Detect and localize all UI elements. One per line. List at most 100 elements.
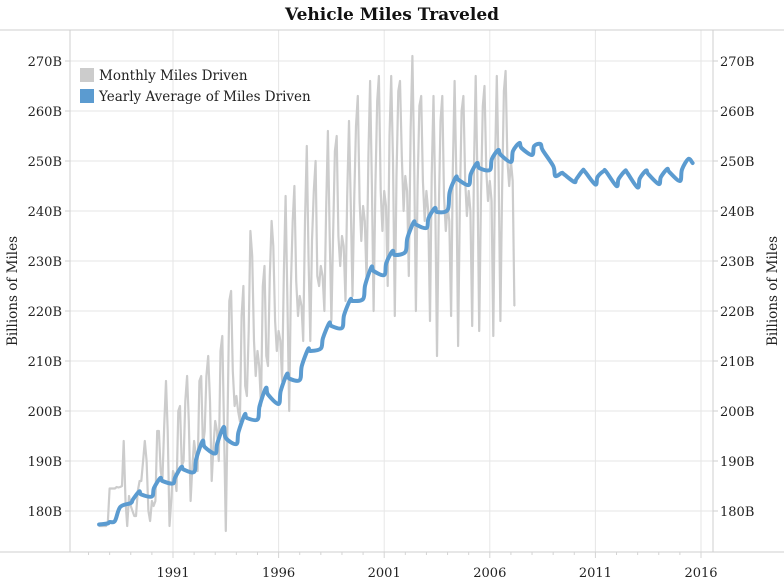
data-point-yearly [575, 178, 578, 180]
data-point-yearly [434, 207, 436, 209]
data-point-yearly [307, 348, 310, 350]
data-point-monthly [483, 85, 486, 87]
data-point-yearly [225, 437, 227, 439]
data-point-monthly [388, 135, 391, 137]
series-line-monthly[interactable] [99, 54, 516, 533]
data-point-monthly [244, 385, 246, 387]
data-point-monthly [128, 495, 130, 497]
y-axis-title-right: Billions of Miles [765, 236, 781, 346]
data-point-monthly [304, 220, 306, 222]
data-point-monthly [235, 395, 237, 397]
data-point-monthly [204, 430, 206, 432]
data-point-monthly [378, 75, 380, 77]
data-point-monthly [172, 470, 174, 472]
data-point-monthly [168, 525, 171, 527]
data-point-monthly [262, 285, 264, 287]
data-point-yearly [668, 171, 671, 173]
legend-swatch-monthly [80, 68, 94, 82]
data-point-monthly [263, 265, 266, 267]
data-point-monthly [381, 230, 383, 232]
data-point-monthly [225, 530, 227, 532]
data-point-yearly [193, 471, 195, 473]
data-point-monthly [278, 330, 280, 332]
data-point-yearly [436, 211, 438, 213]
data-point-monthly [346, 195, 348, 197]
data-point-yearly [370, 266, 373, 268]
data-point-monthly [367, 155, 369, 157]
data-point-monthly [232, 370, 234, 372]
data-point-yearly [660, 176, 662, 178]
data-point-monthly [139, 480, 141, 482]
data-point-yearly [277, 403, 280, 405]
y-tick-label-left: 240B [28, 205, 62, 220]
data-point-monthly [327, 130, 329, 132]
data-point-monthly [329, 230, 331, 232]
data-point-monthly [177, 410, 179, 412]
x-tick-label: 1996 [262, 566, 295, 581]
legend-item-yearly[interactable]: Yearly Average of Miles Driven [80, 89, 311, 105]
data-point-yearly [130, 502, 132, 504]
data-point-yearly [222, 426, 225, 428]
data-point-monthly [184, 400, 186, 402]
data-point-yearly [256, 418, 259, 421]
data-point-monthly [429, 320, 431, 322]
data-point-yearly [309, 350, 312, 352]
data-point-monthly [211, 480, 213, 482]
data-point-yearly [573, 181, 576, 183]
data-point-monthly [471, 325, 473, 327]
data-point-monthly [482, 105, 484, 107]
data-point-monthly [216, 430, 218, 432]
data-point-yearly [246, 417, 248, 419]
data-point-monthly [193, 440, 195, 442]
data-point-monthly [408, 275, 410, 277]
data-point-monthly [163, 425, 165, 427]
data-point-yearly [174, 476, 176, 479]
data-point-yearly [182, 468, 185, 471]
legend-item-monthly[interactable]: Monthly Miles Driven [80, 68, 248, 84]
data-point-yearly [497, 149, 500, 151]
data-point-monthly [369, 80, 371, 82]
data-point-monthly [499, 320, 501, 322]
data-point-monthly [170, 500, 172, 502]
data-point-monthly [123, 440, 125, 442]
y-tick-label-right: 240B [720, 205, 754, 220]
data-point-monthly [119, 486, 121, 488]
data-point-yearly [203, 446, 206, 448]
data-point-yearly [153, 487, 155, 489]
data-point-monthly [341, 235, 343, 237]
data-point-monthly [374, 185, 376, 187]
data-point-monthly [153, 505, 155, 507]
x-tick-label: 2001 [368, 566, 401, 581]
data-point-monthly [469, 210, 471, 212]
data-point-monthly [373, 310, 375, 312]
data-point-yearly [106, 522, 109, 525]
data-point-yearly [330, 325, 333, 327]
data-point-monthly [337, 235, 339, 237]
data-point-monthly [406, 190, 408, 192]
data-point-monthly [214, 420, 216, 422]
data-point-yearly [520, 147, 523, 149]
data-point-monthly [468, 190, 470, 192]
data-point-monthly [390, 75, 392, 77]
data-point-monthly [227, 415, 229, 417]
data-point-yearly [328, 322, 331, 324]
data-point-yearly [533, 145, 535, 147]
data-point-monthly [124, 500, 127, 502]
data-point-monthly [300, 305, 303, 307]
chart-title: Vehicle Miles Traveled [284, 5, 499, 25]
data-point-monthly [445, 230, 447, 232]
data-point-monthly [288, 410, 290, 412]
data-point-monthly [295, 280, 297, 282]
data-point-yearly [237, 431, 240, 433]
data-point-monthly [480, 195, 482, 197]
y-tick-label-left: 190B [28, 455, 62, 470]
data-point-monthly [228, 300, 230, 302]
data-point-yearly [681, 168, 683, 171]
data-point-monthly [371, 185, 373, 187]
data-point-monthly [461, 110, 463, 112]
data-point-monthly [492, 335, 494, 337]
data-point-monthly [315, 160, 317, 162]
data-point-yearly [406, 237, 409, 239]
data-point-monthly [274, 320, 276, 322]
